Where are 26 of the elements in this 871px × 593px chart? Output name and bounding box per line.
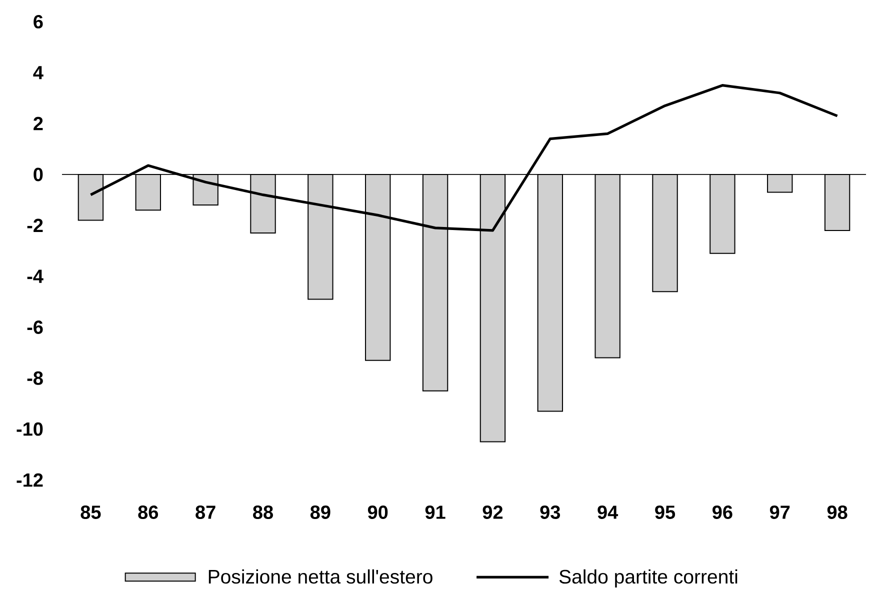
x-tick-label: 88 — [253, 506, 273, 519]
x-tick-label: 92 — [482, 506, 503, 519]
y-tick-label: -10 — [16, 422, 43, 436]
y-tick-label: 6 — [34, 14, 43, 28]
legend-label: Saldo partite correnti — [559, 569, 738, 588]
legend-label: Posizione netta sull'estero — [208, 569, 432, 584]
y-tick-label: 4 — [33, 66, 44, 80]
x-tick-label: 86 — [138, 506, 158, 519]
y-tick-label: 2 — [34, 116, 43, 130]
y-tick-label: -12 — [16, 473, 43, 487]
x-tick-label: 96 — [712, 506, 732, 519]
x-tick-label: 91 — [425, 506, 446, 519]
y-tick-label: -2 — [27, 218, 43, 232]
x-tick-label: 95 — [655, 506, 676, 519]
x-tick-label: 89 — [310, 506, 330, 519]
y-tick-label: -8 — [27, 371, 43, 385]
x-tick-label: 90 — [368, 506, 388, 519]
x-tick-label: 94 — [598, 506, 618, 519]
x-tick-label: 98 — [827, 506, 848, 519]
y-tick-label: -6 — [27, 320, 43, 334]
x-tick-label: 87 — [196, 506, 216, 519]
x-tick-label: 93 — [540, 506, 560, 520]
y-tick-label: -4 — [27, 270, 44, 283]
x-tick-label: 85 — [80, 506, 101, 519]
x-tick-label: 97 — [770, 506, 790, 519]
y-tick-label: 0 — [34, 168, 43, 182]
